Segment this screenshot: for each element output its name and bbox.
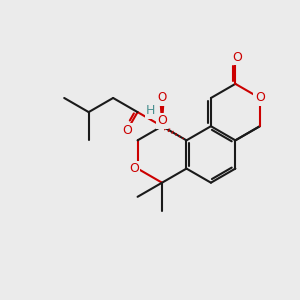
Text: O: O xyxy=(157,114,167,128)
Text: O: O xyxy=(129,162,139,175)
Text: O: O xyxy=(232,51,242,64)
Text: O: O xyxy=(255,92,265,104)
Text: O: O xyxy=(122,124,132,137)
Text: O: O xyxy=(158,92,166,104)
Text: H: H xyxy=(146,104,155,117)
Polygon shape xyxy=(160,98,164,126)
